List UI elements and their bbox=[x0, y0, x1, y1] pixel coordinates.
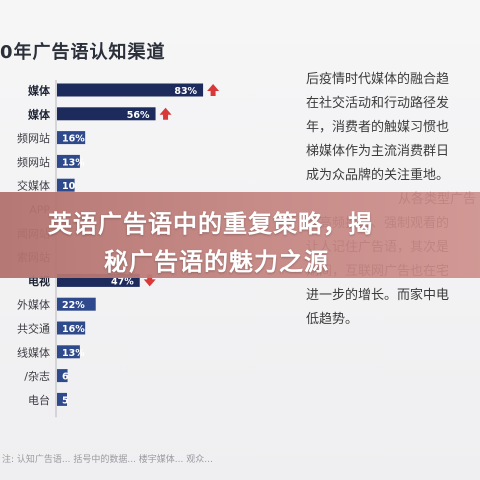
bar bbox=[57, 83, 204, 97]
bar-value-label: 16% bbox=[62, 324, 85, 335]
bar bbox=[57, 297, 96, 311]
bar bbox=[57, 321, 86, 335]
body-text-line: 低趋势。 bbox=[306, 312, 359, 327]
bar-value-label: 22% bbox=[62, 300, 85, 311]
bar bbox=[57, 131, 86, 145]
category-label: 共交通 bbox=[17, 322, 50, 336]
body-text-line: 在社交活动和行动路径发 bbox=[306, 96, 450, 111]
bar bbox=[57, 154, 80, 168]
bar-value-label: 13% bbox=[62, 348, 85, 359]
bar-value-label: 47% bbox=[111, 276, 134, 287]
body-text-line: 梯媒体作为主流消费群日 bbox=[306, 144, 450, 159]
arrow-up-icon bbox=[207, 84, 220, 96]
body-text-line: 成为众品牌的关注重地。 bbox=[306, 168, 450, 183]
category-label: 线媒体 bbox=[17, 345, 50, 359]
bar-value-label: 10 bbox=[62, 181, 76, 192]
category-label: 外媒体 bbox=[17, 298, 50, 312]
headline-line-1: 英语广告语中的重复策略，揭 bbox=[48, 210, 373, 238]
arrow-down-icon bbox=[143, 274, 156, 287]
bar bbox=[57, 345, 80, 359]
body-text-line: 年，消费者的触媒习惯也 bbox=[306, 120, 450, 135]
bar-value-label: 13% bbox=[62, 157, 85, 168]
chart-source-note: 注: 认知广告语... 括号中的数据... 楼宇媒体... 观众... bbox=[2, 455, 213, 465]
headline-banner bbox=[0, 192, 480, 278]
bar-value-label: 83% bbox=[174, 86, 197, 97]
bar bbox=[57, 107, 156, 121]
category-label: 媒体 bbox=[27, 107, 51, 121]
bar bbox=[57, 392, 67, 406]
category-label: 交媒体 bbox=[17, 179, 50, 193]
bar bbox=[57, 178, 75, 192]
body-text-line: 后疫情时代媒体的融合趋 bbox=[306, 72, 450, 87]
bar-value-label: 6 bbox=[62, 372, 69, 383]
category-label: 媒体 bbox=[27, 84, 51, 98]
chart-title: 0年广告语认知渠道 bbox=[0, 42, 166, 63]
bar bbox=[57, 369, 68, 383]
category-label: 电台 bbox=[28, 393, 50, 407]
category-label: /杂志 bbox=[24, 370, 50, 383]
category-label: 频网站 bbox=[17, 155, 50, 169]
headline-line-2: 秘广告语的魅力之源 bbox=[104, 248, 329, 276]
body-text-line: 进一步的增长。而家中电 bbox=[306, 288, 450, 303]
bar-value-label: 16% bbox=[62, 134, 85, 145]
bar-value-label: 5 bbox=[62, 395, 69, 406]
category-label: 频网站 bbox=[17, 131, 50, 145]
bar-value-label: 56% bbox=[127, 110, 150, 121]
arrow-up-icon bbox=[159, 107, 172, 120]
